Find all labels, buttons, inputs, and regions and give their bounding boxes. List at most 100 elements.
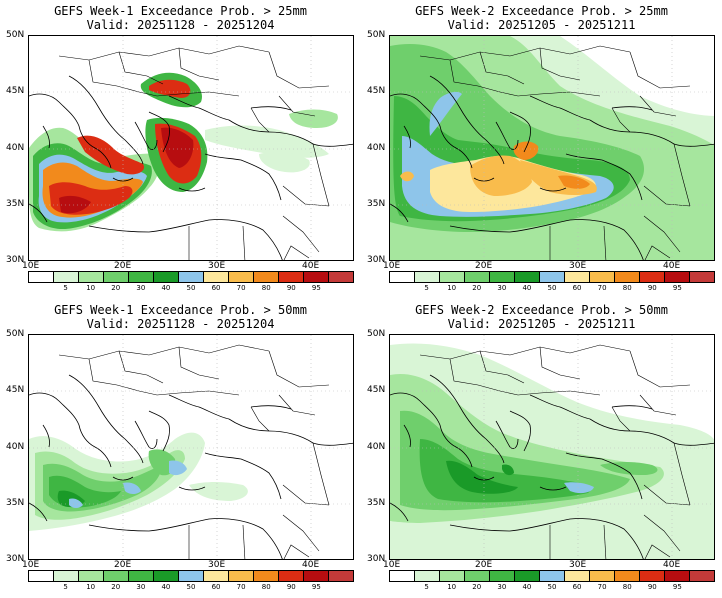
colorbar-tick-label: 10 bbox=[447, 583, 457, 591]
colorbar-swatch bbox=[79, 571, 104, 581]
lat-label: 30N bbox=[6, 554, 25, 564]
colorbar-swatch bbox=[104, 272, 129, 282]
colorbar-swatch bbox=[565, 571, 590, 581]
colorbar-swatch bbox=[279, 571, 304, 581]
colorbar-swatch bbox=[415, 571, 440, 581]
colorbar-swatch bbox=[390, 571, 415, 581]
colorbar-swatch bbox=[565, 272, 590, 282]
colorbar-tick-label: 80 bbox=[261, 284, 271, 292]
probability-map bbox=[29, 335, 353, 559]
colorbar-tick-label: 95 bbox=[672, 583, 682, 591]
colorbar-swatch bbox=[329, 571, 353, 581]
lat-label: 30N bbox=[367, 255, 386, 265]
colorbar-tick-label: 5 bbox=[63, 583, 68, 591]
lat-label: 50N bbox=[6, 329, 25, 339]
colorbar-tick-label: 30 bbox=[136, 284, 146, 292]
colorbar-tick-label: 50 bbox=[186, 284, 196, 292]
lat-label: 35N bbox=[6, 498, 25, 508]
colorbar-tick-label: 60 bbox=[211, 284, 221, 292]
lat-label: 30N bbox=[6, 255, 25, 265]
colorbar-swatch bbox=[590, 571, 615, 581]
map-area bbox=[389, 334, 715, 560]
colorbar bbox=[28, 271, 354, 283]
colorbar-swatch bbox=[515, 571, 540, 581]
colorbar-tick-label: 5 bbox=[63, 284, 68, 292]
colorbar-tick-label: 90 bbox=[647, 583, 657, 591]
gridlines bbox=[390, 335, 714, 559]
colorbar-swatch bbox=[690, 571, 714, 581]
colorbar-tick-label: 40 bbox=[161, 583, 171, 591]
lon-label: 40E bbox=[663, 560, 681, 570]
colorbar-tick-label: 70 bbox=[597, 284, 607, 292]
panel-title: GEFS Week-1 Exceedance Prob. > 25mm bbox=[54, 4, 307, 18]
panel-valid-dates: Valid: 20251205 - 20251211 bbox=[447, 317, 636, 331]
colorbar-tick-label: 10 bbox=[447, 284, 457, 292]
lon-label: 20E bbox=[475, 261, 493, 271]
colorbar-tick-label: 10 bbox=[86, 583, 96, 591]
colorbar-tick-label: 95 bbox=[672, 284, 682, 292]
colorbar-tick-label: 20 bbox=[472, 583, 482, 591]
coastlines bbox=[390, 75, 714, 260]
colorbar-swatch bbox=[490, 272, 515, 282]
borders bbox=[419, 45, 691, 260]
colorbar-swatch bbox=[615, 571, 640, 581]
colorbar-tick-label: 30 bbox=[497, 284, 507, 292]
colorbar-swatch bbox=[540, 272, 565, 282]
lat-label: 50N bbox=[6, 30, 25, 40]
gridlines bbox=[29, 335, 353, 559]
colorbar-swatch bbox=[129, 571, 154, 581]
map-area bbox=[28, 35, 354, 261]
colorbar-tick-label: 20 bbox=[472, 284, 482, 292]
lat-label: 40N bbox=[367, 143, 386, 153]
lat-label: 45N bbox=[6, 385, 25, 395]
lon-label: 30E bbox=[208, 560, 226, 570]
probability-fill bbox=[390, 343, 714, 559]
colorbar-tick-label: 90 bbox=[647, 284, 657, 292]
lon-label: 10E bbox=[22, 560, 40, 570]
colorbar-tick-label: 30 bbox=[136, 583, 146, 591]
colorbar-tick-label: 70 bbox=[597, 583, 607, 591]
colorbar-swatch bbox=[229, 571, 254, 581]
lon-label: 40E bbox=[302, 560, 320, 570]
coastlines bbox=[390, 374, 714, 559]
colorbar-tick-label: 80 bbox=[261, 583, 271, 591]
colorbar-tick-label: 40 bbox=[522, 284, 532, 292]
colorbar-tick-label: 50 bbox=[547, 284, 557, 292]
colorbar bbox=[28, 570, 354, 582]
colorbar-swatch bbox=[440, 571, 465, 581]
colorbar-swatch bbox=[254, 272, 279, 282]
colorbar-swatch bbox=[204, 272, 229, 282]
lat-label: 30N bbox=[367, 554, 386, 564]
borders bbox=[58, 344, 330, 559]
colorbar-swatch bbox=[615, 272, 640, 282]
panel-valid-dates: Valid: 20251205 - 20251211 bbox=[447, 18, 636, 32]
colorbar-tick-label: 40 bbox=[161, 284, 171, 292]
lat-label: 40N bbox=[6, 143, 25, 153]
colorbar-swatch bbox=[640, 272, 665, 282]
lat-label: 35N bbox=[367, 498, 386, 508]
colorbar-tick-label: 10 bbox=[86, 284, 96, 292]
colorbar-tick-label: 80 bbox=[622, 284, 632, 292]
probability-fill bbox=[390, 36, 714, 260]
colorbar bbox=[389, 271, 715, 283]
probability-map bbox=[29, 36, 353, 260]
colorbar-tick-label: 90 bbox=[286, 583, 296, 591]
lat-label: 40N bbox=[6, 442, 25, 452]
lon-label: 20E bbox=[114, 560, 132, 570]
lat-label: 45N bbox=[367, 385, 386, 395]
colorbar-labels: 5 10 20 30 40 50 60 70 80 90 95 bbox=[389, 284, 715, 294]
colorbar-swatch bbox=[179, 571, 204, 581]
probability-map bbox=[390, 335, 714, 559]
colorbar-swatch bbox=[665, 272, 690, 282]
panel-title: GEFS Week-1 Exceedance Prob. > 50mm bbox=[54, 303, 307, 317]
colorbar-tick-label: 60 bbox=[572, 284, 582, 292]
lon-label: 40E bbox=[302, 261, 320, 271]
colorbar-swatch bbox=[515, 272, 540, 282]
lon-label: 30E bbox=[569, 560, 587, 570]
colorbar-swatch bbox=[29, 272, 54, 282]
colorbar-labels: 5 10 20 30 40 50 60 70 80 90 95 bbox=[28, 284, 354, 294]
lon-label: 20E bbox=[475, 560, 493, 570]
map-area bbox=[389, 35, 715, 261]
colorbar-tick-label: 20 bbox=[111, 583, 121, 591]
colorbar-swatch bbox=[465, 272, 490, 282]
